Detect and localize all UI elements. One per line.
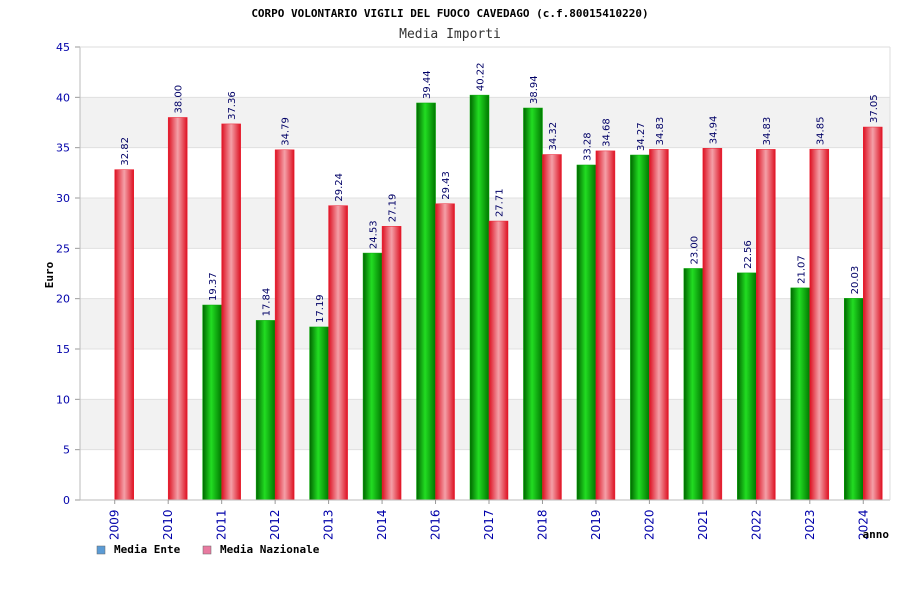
data-label: 38.00 (174, 85, 185, 114)
x-tick-label: 2011 (215, 509, 229, 540)
x-tick-label: 2018 (535, 509, 549, 540)
y-tick-label: 45 (56, 41, 70, 54)
x-tick-label: 2009 (108, 509, 122, 540)
y-tick-label: 10 (56, 393, 70, 406)
bar-media-ente (844, 298, 864, 501)
data-label: 34.83 (655, 117, 666, 146)
x-tick-label: 2013 (322, 509, 336, 540)
data-label: 22.56 (743, 240, 754, 269)
bar-media-nazionale (221, 123, 241, 501)
data-label: 39.44 (422, 70, 433, 99)
data-label: 32.82 (120, 137, 131, 166)
x-axis-label: anno (863, 528, 890, 541)
bars (114, 94, 883, 501)
bar-media-nazionale (809, 148, 830, 501)
data-label: 29.24 (334, 173, 345, 202)
legend-swatch (202, 545, 212, 555)
bar-media-ente (523, 107, 543, 501)
bar-media-nazionale (756, 149, 776, 501)
data-label: 34.79 (281, 117, 292, 146)
x-tick-label: 2016 (429, 509, 443, 540)
bar-media-nazionale (114, 169, 134, 501)
data-label: 38.94 (529, 75, 540, 104)
bar-media-ente (576, 164, 597, 501)
data-label: 37.05 (869, 94, 880, 123)
data-label: 34.94 (708, 116, 719, 145)
y-tick-label: 25 (56, 242, 70, 255)
data-label: 34.83 (762, 117, 773, 146)
x-tick-label: 2023 (803, 509, 817, 540)
bar-media-nazionale (649, 149, 669, 501)
bar-media-nazionale (381, 226, 402, 501)
y-tick-label: 0 (63, 494, 70, 507)
data-label: 29.43 (441, 171, 452, 200)
y-tick-label: 40 (56, 91, 70, 104)
bar-media-nazionale (488, 220, 509, 501)
x-tick-labels: 2009 2010 2011 2012 2013 2014 2016 2017 2018 2019… (108, 500, 870, 540)
bar-media-ente (469, 94, 490, 501)
bar-media-nazionale (167, 117, 188, 501)
bar-media-ente (362, 252, 383, 501)
x-tick-label: 2024 (856, 509, 870, 540)
bar-media-ente (202, 304, 222, 501)
y-axis-label: Euro (43, 261, 56, 288)
plot-band (80, 47, 890, 98)
data-label: 34.68 (601, 118, 612, 147)
legend-label: Media Nazionale (220, 543, 320, 556)
legend: Media Ente Media Nazionale (96, 543, 320, 556)
bar-media-nazionale (542, 154, 562, 501)
chart-subtitle: Media Importi (399, 27, 501, 42)
x-tick-label: 2021 (696, 509, 710, 540)
y-tick-labels: 0 5 10 15 20 25 30 35 40 45 (56, 41, 70, 507)
data-label: 24.53 (369, 220, 380, 249)
x-tick-label: 2012 (268, 509, 282, 540)
y-tick-label: 30 (56, 192, 70, 205)
bar-media-nazionale (328, 205, 348, 501)
data-label: 34.85 (815, 117, 826, 146)
bar-media-ente (790, 287, 811, 501)
bar-media-nazionale (595, 150, 616, 501)
data-label: 17.19 (315, 294, 326, 323)
x-tick-label: 2017 (482, 509, 496, 540)
legend-swatch (96, 545, 106, 555)
axes (79, 46, 891, 501)
data-label: 37.36 (227, 91, 238, 120)
data-label: 21.07 (796, 255, 807, 284)
data-label: 34.27 (636, 122, 647, 151)
data-label: 27.19 (388, 194, 399, 223)
x-tick-label: 2019 (589, 509, 603, 540)
data-label: 27.71 (495, 188, 506, 217)
bar-media-nazionale (274, 149, 295, 501)
bar-media-ente (737, 272, 757, 501)
x-tick-label: 2022 (749, 509, 763, 540)
x-tick-label: 2014 (375, 509, 389, 540)
data-label: 34.32 (548, 122, 559, 151)
bar-media-ente (255, 320, 276, 501)
chart-title: CORPO VOLONTARIO VIGILI DEL FUOCO CAVEDA… (251, 7, 648, 20)
y-tick-label: 35 (56, 142, 70, 155)
bar-media-ente (630, 154, 650, 501)
data-label: 17.84 (262, 288, 273, 317)
y-tick-label: 20 (56, 293, 70, 306)
bar-media-nazionale (435, 203, 455, 501)
data-label: 23.00 (689, 236, 700, 265)
data-labels: 32.82 38.00 19.37 37.36 17.84 34.79 17.19 29.24… (120, 62, 880, 322)
bar-media-ente (416, 102, 436, 501)
x-tick-label: 2010 (161, 509, 175, 540)
y-tick-label: 5 (63, 444, 70, 457)
bar-media-ente (309, 326, 329, 501)
bar-media-ente (683, 268, 704, 501)
x-tick-label: 2020 (642, 509, 656, 540)
y-tick-label: 15 (56, 343, 70, 356)
data-label: 20.03 (850, 266, 861, 295)
data-label: 40.22 (476, 62, 487, 91)
bar-media-nazionale (863, 126, 883, 501)
data-label: 19.37 (208, 272, 219, 301)
data-label: 33.28 (582, 132, 593, 161)
bar-media-nazionale (702, 148, 723, 501)
legend-label: Media Ente (114, 543, 181, 556)
